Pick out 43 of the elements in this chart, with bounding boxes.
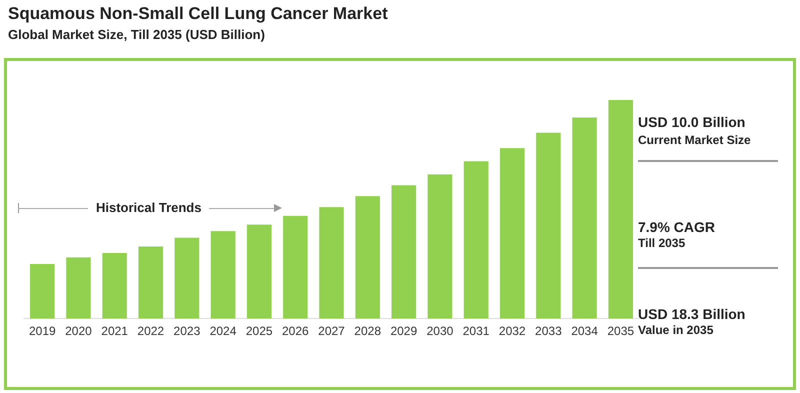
x-tick-label: 2035: [607, 324, 634, 338]
bar: [102, 253, 127, 319]
x-tick-label: 2030: [426, 324, 454, 338]
annotation: Historical Trends: [88, 200, 210, 215]
bar: [500, 148, 525, 319]
annotation: USD 10.0 Billion: [638, 114, 746, 130]
x-tick-label: 2025: [246, 324, 273, 338]
x-tick-label: 2026: [282, 324, 310, 338]
bar: [536, 132, 561, 319]
bar: [246, 224, 272, 319]
x-tick-label: 2034: [571, 324, 598, 338]
x-tick-label: 2021: [101, 324, 128, 338]
bar: [319, 207, 344, 319]
bar: [210, 231, 236, 319]
x-tick-label: 2019: [28, 324, 56, 338]
x-tick-label: 2031: [462, 324, 490, 338]
x-tick-label: 2020: [65, 324, 92, 338]
bar: [464, 161, 488, 319]
chart-subtitle: Global Market Size, Till 2035 (USD Billion): [8, 27, 265, 42]
bar: [30, 264, 55, 319]
x-tick-label: 2027: [318, 324, 346, 338]
annotation: Current Market Size: [638, 133, 751, 147]
x-tick-label: 2023: [174, 324, 201, 338]
bar: [138, 246, 164, 319]
annotation: Till 2035: [638, 236, 686, 250]
bar: [608, 100, 633, 319]
bar: [174, 238, 200, 319]
bar: [392, 185, 416, 319]
x-tick-label: 2032: [498, 324, 526, 338]
chart-title: Squamous Non-Small Cell Lung Cancer Market: [8, 4, 388, 24]
x-tick-label: 2022: [137, 324, 164, 338]
bar: [283, 216, 308, 319]
annotation: USD 18.3 Billion: [638, 306, 746, 322]
x-tick-label: 2033: [535, 324, 562, 338]
bar: [572, 117, 597, 319]
bar: [428, 174, 452, 319]
x-tick-label: 2024: [210, 324, 237, 338]
x-tick-label: 2029: [390, 324, 418, 338]
x-tick-label: 2028: [354, 324, 382, 338]
bar: [66, 257, 91, 319]
text: Value in 2035: [638, 323, 714, 337]
annotation: 7.9% CAGR: [638, 219, 716, 235]
bar: [355, 196, 380, 319]
